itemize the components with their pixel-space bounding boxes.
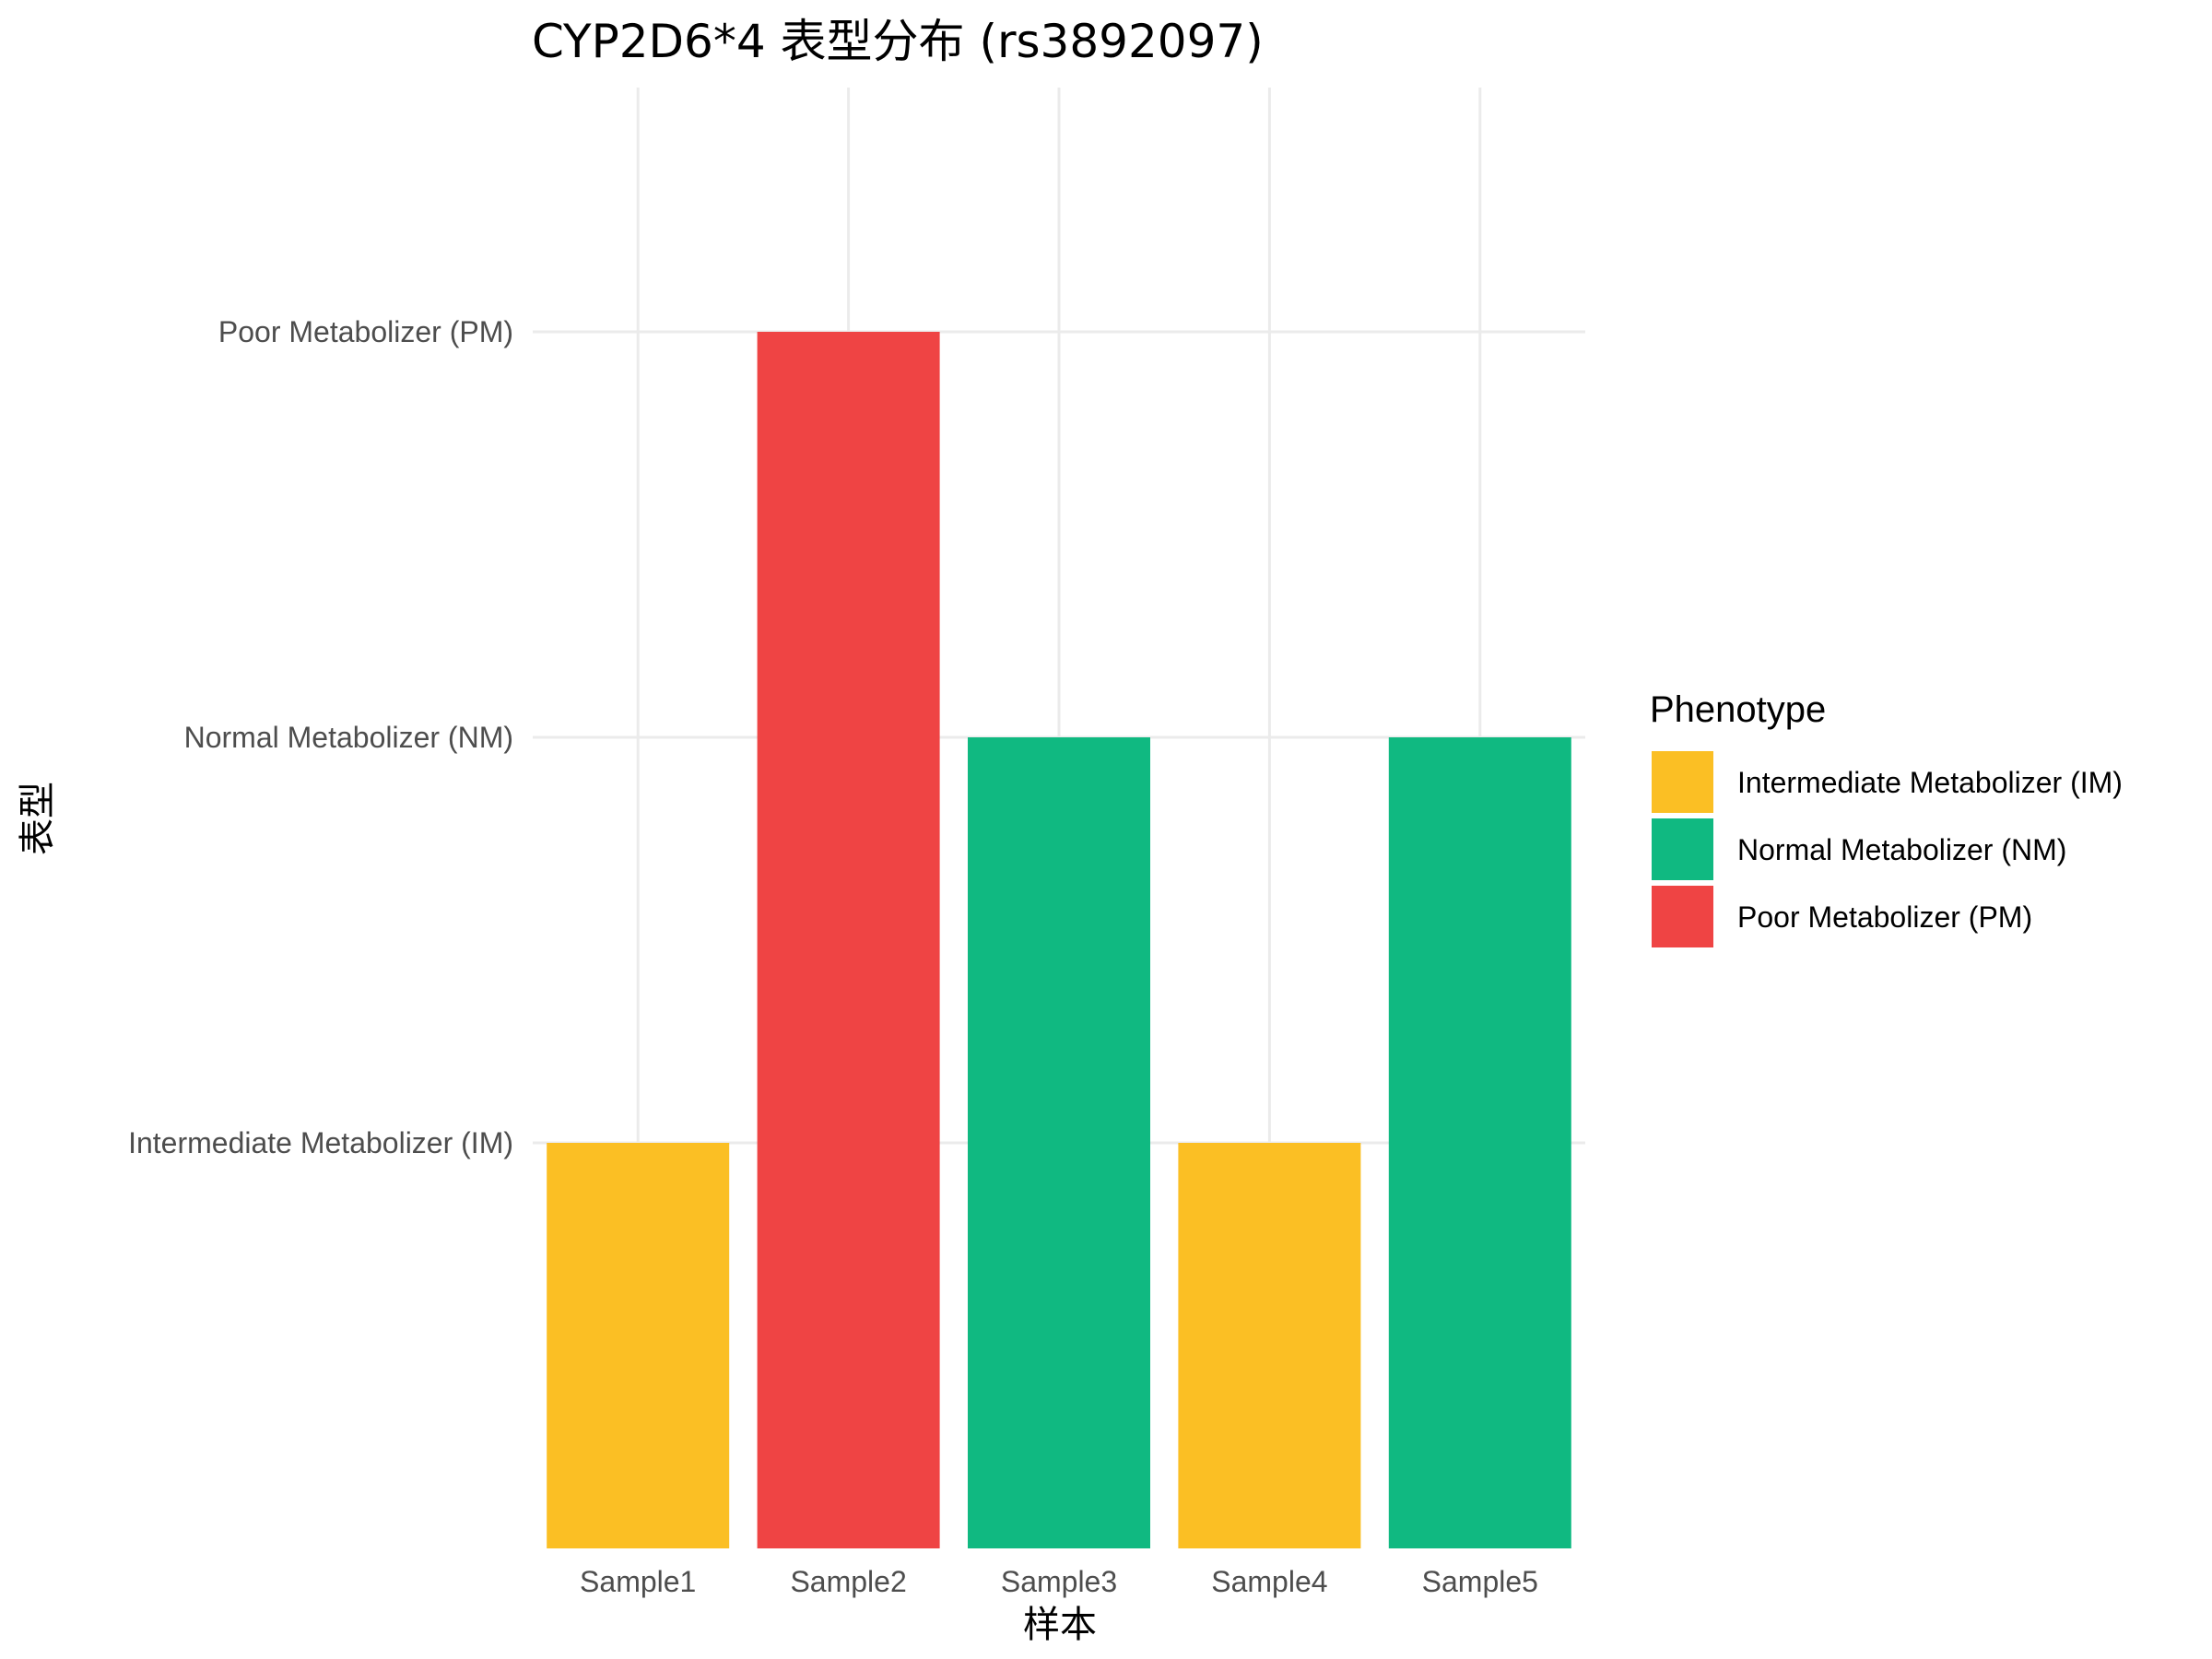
y-axis-ticks: Intermediate Metabolizer (IM) Normal Meta… <box>128 315 513 1159</box>
bar-sample5 <box>1388 737 1571 1548</box>
x-tick-label: Sample3 <box>1001 1565 1117 1598</box>
legend-title: Phenotype <box>1650 689 1826 730</box>
legend-swatch <box>1652 886 1713 947</box>
bar-sample4 <box>1178 1143 1361 1548</box>
bars <box>547 332 1571 1548</box>
y-tick-label: Intermediate Metabolizer (IM) <box>128 1126 513 1159</box>
legend-label: Normal Metabolizer (NM) <box>1737 833 2066 866</box>
bar-sample2 <box>757 332 940 1548</box>
legend: Phenotype Intermediate Metabolizer (IM) N… <box>1650 689 2123 947</box>
x-axis-ticks: Sample1 Sample2 Sample3 Sample4 Sample5 <box>580 1565 1538 1598</box>
legend-label: Poor Metabolizer (PM) <box>1737 900 2032 934</box>
y-axis-title: 表型 <box>17 782 59 855</box>
bar-sample3 <box>968 737 1150 1548</box>
legend-swatch <box>1652 818 1713 880</box>
y-tick-label: Poor Metabolizer (PM) <box>218 315 513 348</box>
x-tick-label: Sample2 <box>790 1565 906 1598</box>
x-tick-label: Sample5 <box>1422 1565 1538 1598</box>
bar-sample1 <box>547 1143 730 1548</box>
x-tick-label: Sample4 <box>1211 1565 1327 1598</box>
legend-label: Intermediate Metabolizer (IM) <box>1737 766 2123 799</box>
x-axis-title: 样本 <box>1023 1604 1097 1646</box>
y-tick-label: Normal Metabolizer (NM) <box>184 721 513 754</box>
chart-title: CYP2D6*4 表型分布 (rs3892097) <box>532 15 1264 68</box>
x-tick-label: Sample1 <box>580 1565 696 1598</box>
legend-entries: Intermediate Metabolizer (IM) Normal Meta… <box>1652 751 2123 947</box>
legend-swatch <box>1652 751 1713 813</box>
